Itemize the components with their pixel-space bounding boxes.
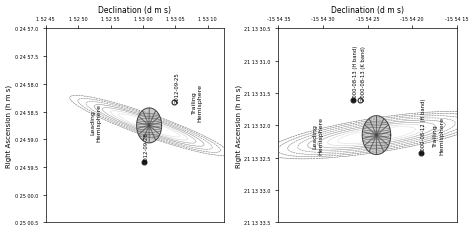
Text: 2012-09-26: 2012-09-26 (144, 132, 149, 163)
Text: Leading
Hemisphere: Leading Hemisphere (90, 103, 101, 141)
X-axis label: Declination (d m s): Declination (d m s) (99, 6, 172, 15)
X-axis label: Declination (d m s): Declination (d m s) (331, 6, 404, 15)
Text: 2000-08-13 (K band): 2000-08-13 (K band) (361, 46, 365, 101)
Text: Trailing
Hemisphere: Trailing Hemisphere (192, 84, 203, 122)
Text: Leading
Hemisphere: Leading Hemisphere (312, 117, 323, 155)
Text: 2012-09-25: 2012-09-25 (174, 72, 179, 103)
Y-axis label: Right Ascension (h m s): Right Ascension (h m s) (235, 85, 242, 167)
Polygon shape (362, 116, 391, 155)
Text: 2000-08-12 (H band): 2000-08-12 (H band) (421, 98, 426, 153)
Text: Trailing
Hemisphere: Trailing Hemisphere (433, 117, 444, 155)
Polygon shape (137, 109, 162, 143)
Y-axis label: Right Ascension (h m s): Right Ascension (h m s) (6, 85, 12, 167)
Text: 2000-08-13 (H band): 2000-08-13 (H band) (354, 46, 358, 101)
